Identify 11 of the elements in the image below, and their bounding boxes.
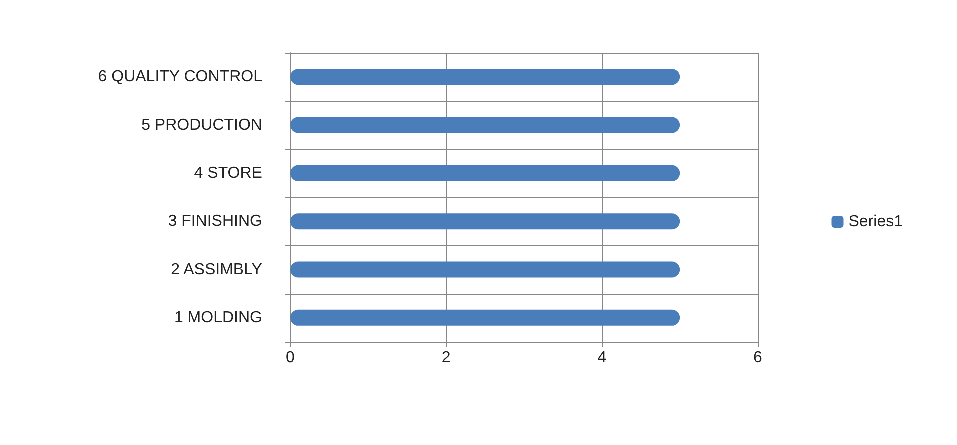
y-tick-label: 6 QUALITY CONTROL — [98, 68, 263, 86]
x-tick-label: 4 — [598, 350, 607, 366]
x-tick-label: 0 — [286, 350, 296, 366]
legend-label: Series1 — [848, 214, 904, 230]
x-tick-label: 2 — [442, 350, 451, 366]
y-tick-label: 5 PRODUCTION — [142, 116, 262, 134]
y-tick-label: 4 STORE — [194, 164, 262, 182]
y-tick-label: 3 FINISHING — [168, 213, 262, 230]
x-tick-label: 6 — [754, 350, 763, 366]
y-tick-label: 1 MOLDING — [174, 309, 262, 326]
y-tick-label: 2 ASSIMBLY — [171, 261, 263, 278]
